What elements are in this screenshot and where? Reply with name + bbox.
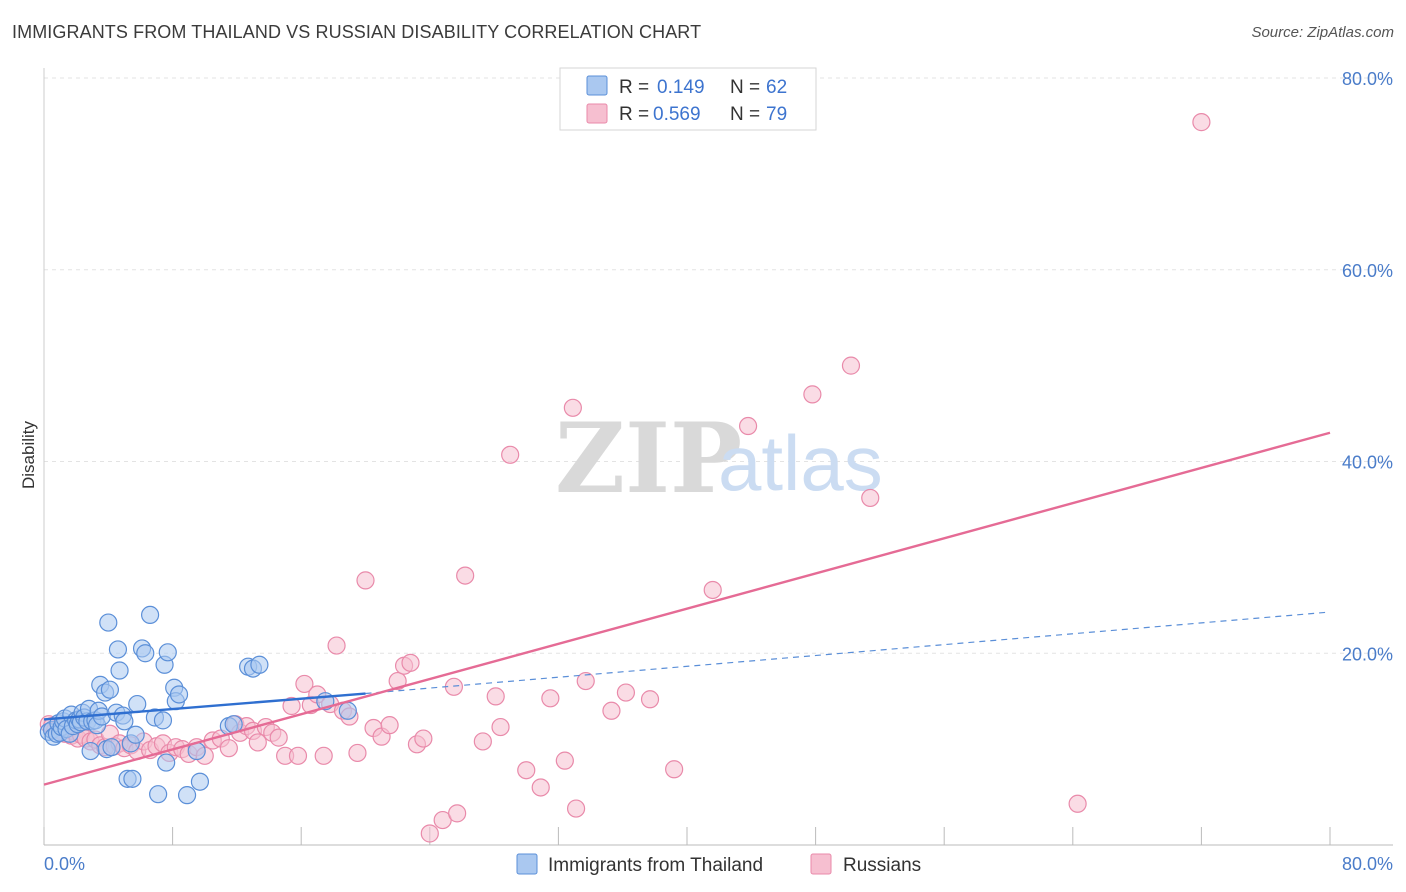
legend-n-label-1: N = — [730, 77, 760, 98]
trend-lines — [43, 431, 1331, 786]
legend-n-value-1: 62 — [766, 77, 787, 98]
y-tick-labels: 20.0% 40.0% 60.0% 80.0% — [1342, 69, 1393, 664]
thailand-trend-line — [43, 692, 366, 721]
legend-swatch-pink — [586, 103, 608, 124]
russians-point — [517, 761, 536, 780]
thailand-point — [108, 640, 128, 659]
legend-n-label-2: N = — [730, 104, 760, 125]
russians-point — [219, 739, 238, 758]
russians-point — [1068, 794, 1087, 813]
thailand-point — [110, 661, 129, 680]
y-axis-label: Disability — [19, 420, 38, 489]
thailand-point — [190, 772, 210, 791]
thailand-point — [169, 685, 189, 704]
russians-point — [414, 729, 433, 748]
bottom-legend-label-thailand: Immigrants from Thailand — [548, 855, 763, 876]
legend-r-label-2: R = — [619, 104, 649, 125]
y-tick-label-3: 60.0% — [1342, 261, 1393, 281]
russians-point — [473, 732, 492, 751]
watermark-zip: ZIP — [555, 402, 742, 515]
bottom-legend-swatch-thailand — [516, 853, 538, 875]
russians-point — [665, 760, 684, 779]
russians-point — [282, 696, 301, 716]
legend-r-value-1: 0.149 — [657, 77, 705, 98]
russians-point — [576, 671, 595, 691]
y-tick-label-4: 80.0% — [1342, 69, 1393, 89]
russians-point — [1192, 113, 1211, 132]
x-tick-label-min: 0.0% — [44, 854, 85, 874]
russians-point — [269, 728, 288, 747]
russians-point — [448, 804, 467, 823]
russians-point — [841, 356, 861, 375]
thailand-point — [157, 753, 176, 772]
russians-point — [401, 653, 420, 672]
russians-point — [531, 778, 550, 797]
russians-point — [380, 716, 399, 735]
legend-n-value-2: 79 — [766, 104, 787, 125]
thailand-point — [99, 613, 118, 632]
bottom-legend-swatch-russians — [810, 853, 832, 875]
thailand-point — [128, 694, 147, 714]
russians-trend-line — [43, 431, 1331, 786]
russians-point — [248, 733, 267, 752]
russians-point — [501, 445, 520, 464]
bottom-legend: Immigrants from Thailand Russians — [516, 853, 921, 876]
thailand-point — [136, 644, 155, 663]
russians-point — [456, 566, 475, 585]
russians-point — [327, 636, 346, 655]
thailand-point — [123, 769, 142, 788]
thailand-point — [102, 738, 121, 757]
chart-title: IMMIGRANTS FROM THAILAND VS RUSSIAN DISA… — [12, 22, 702, 42]
russians-point — [803, 385, 822, 404]
y-tick-label-1: 20.0% — [1342, 644, 1393, 664]
thailand-point — [338, 701, 357, 720]
thailand-point — [149, 785, 168, 804]
legend: R = 0.149 N = 62 R = 0.569 N = 79 — [559, 67, 817, 131]
x-tick-label-max: 80.0% — [1342, 854, 1393, 874]
thailand-point — [177, 786, 197, 805]
russians-point — [703, 580, 722, 600]
russians-point — [566, 799, 586, 818]
russians-point — [616, 683, 636, 702]
russians-point — [861, 488, 880, 508]
russians-point — [420, 824, 439, 843]
thailand-point — [140, 605, 160, 625]
thailand-point — [153, 711, 173, 730]
russians-point — [388, 671, 407, 691]
russians-point — [541, 689, 560, 708]
russians-point — [602, 701, 621, 720]
legend-r-value-2: 0.569 — [653, 104, 701, 125]
russians-point — [295, 674, 314, 694]
russians-point — [314, 746, 333, 765]
legend-r-label-1: R = — [619, 77, 649, 98]
russians-point — [288, 746, 308, 765]
thailand-point — [158, 643, 177, 662]
russians-point — [738, 416, 758, 436]
thailand-point — [100, 680, 120, 699]
russians-point — [486, 687, 505, 706]
thailand-point — [115, 712, 134, 731]
thailand-point — [126, 725, 145, 744]
russians-point — [356, 571, 375, 590]
legend-swatch-blue — [586, 75, 608, 96]
thailand-point — [81, 741, 100, 761]
russians-point — [348, 743, 367, 763]
chart-source: Source: ZipAtlas.com — [1251, 24, 1394, 41]
bottom-legend-label-russians: Russians — [843, 855, 921, 876]
russians-point — [563, 398, 582, 417]
russians-point — [491, 717, 510, 737]
russians-point — [640, 690, 660, 709]
thailand-point — [250, 655, 269, 674]
thailand-trend-extension — [365, 611, 1331, 695]
grid — [44, 77, 1393, 654]
russians-point — [555, 751, 574, 770]
y-tick-label-2: 40.0% — [1342, 453, 1393, 473]
